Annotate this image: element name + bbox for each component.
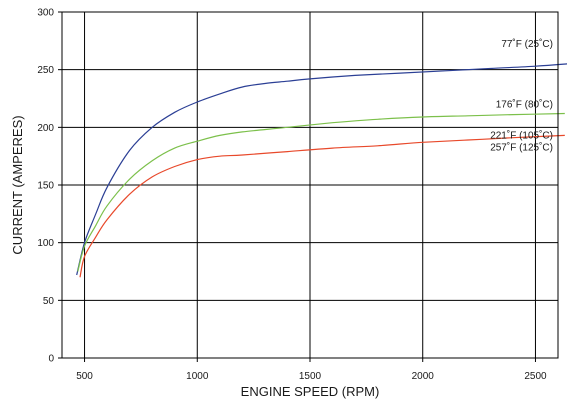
- y-tick-labels: 0 50 100 150 200 250 300: [37, 8, 62, 365]
- grid-lines: [62, 12, 558, 358]
- series-line-3: [79, 134, 565, 278]
- series-label: 221˚F (105˚C): [490, 129, 553, 141]
- series-label: 257˚F (125˚C): [490, 141, 553, 153]
- series-line-1: [76, 63, 568, 276]
- x-axis-title: ENGINE SPEED (RPM): [241, 384, 380, 399]
- y-tick-label: 150: [37, 181, 54, 192]
- series-lines: [76, 63, 568, 278]
- x-tick-label: 1500: [299, 371, 322, 382]
- x-tick-label: 2000: [412, 371, 435, 382]
- y-tick-label: 0: [48, 354, 54, 365]
- x-tick-label: 500: [76, 371, 93, 382]
- y-tick-label: 250: [37, 65, 54, 76]
- series-line-2: [77, 112, 565, 272]
- series-label: 176˚F (80˚C): [496, 98, 553, 110]
- y-axis-title: CURRENT (AMPERES): [10, 115, 25, 254]
- x-tick-label: 2500: [524, 371, 547, 382]
- y-tick-label: 300: [37, 8, 54, 19]
- y-tick-label: 50: [43, 296, 55, 307]
- x-tick-label: 1000: [186, 371, 209, 382]
- y-tick-label: 200: [37, 123, 54, 134]
- series-label: 77˚F (25˚C): [501, 38, 553, 50]
- y-tick-label: 100: [37, 238, 54, 249]
- x-tick-labels: 500 1000 1500 2000 2500: [76, 358, 547, 382]
- series-labels: 77˚F (25˚C) 176˚F (80˚C) 221˚F (105˚C)257˚…: [490, 38, 553, 154]
